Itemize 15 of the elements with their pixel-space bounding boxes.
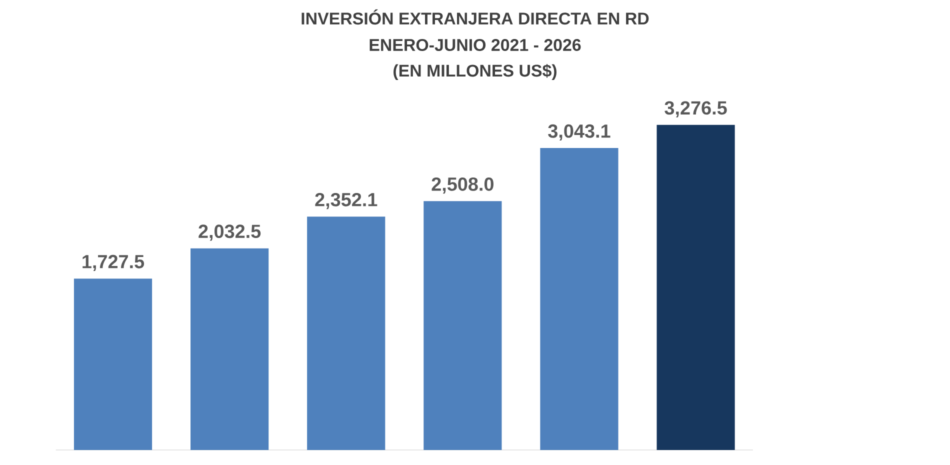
data-label: 3,043.1: [548, 124, 610, 141]
bar: [190, 248, 269, 450]
data-label: 1,727.5: [82, 254, 144, 272]
bar: [656, 124, 735, 450]
bar: [540, 148, 618, 450]
bar: [424, 201, 502, 450]
data-label: 3,276.5: [664, 101, 727, 118]
bar: [74, 278, 152, 450]
chart-subtitle: ENERO-JUNIO 2021 - 2026: [370, 38, 581, 51]
bar: [307, 216, 386, 450]
chart-title: INVERSIÓN EXTRANJERA DIRECTA EN RD: [302, 9, 649, 25]
data-label: 2,508.0: [432, 177, 494, 194]
data-label: 2,032.5: [198, 224, 261, 241]
data-label: 2,352.1: [315, 192, 378, 210]
text: (EN MILLONES US$): [394, 64, 556, 80]
